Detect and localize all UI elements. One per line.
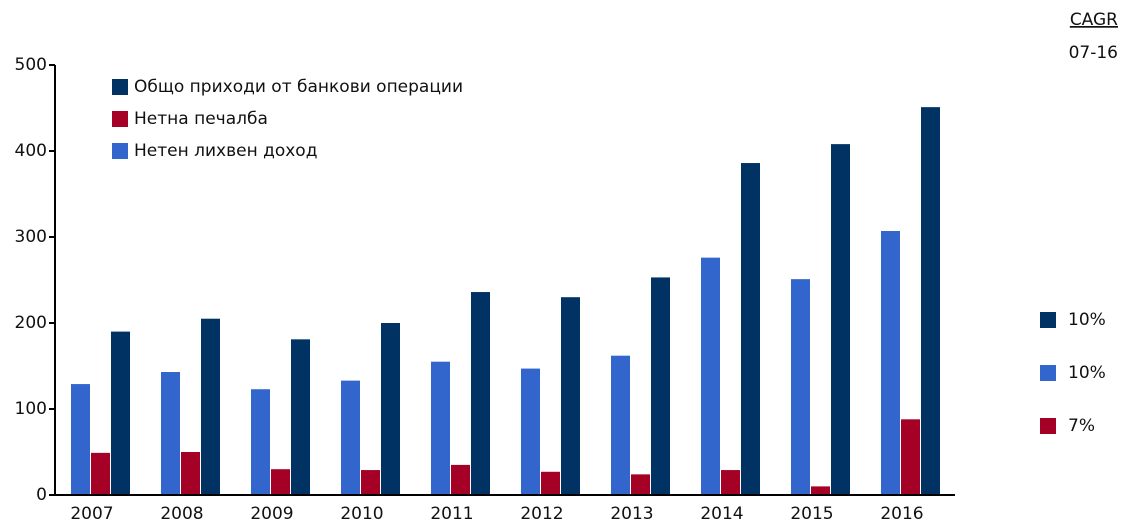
bar [881,230,900,496]
bar [341,380,360,495]
y-tick-label: 0 [36,485,47,505]
cagr-label: 10% [1068,310,1106,330]
bar [541,471,560,495]
bar [741,163,760,496]
bar [181,452,200,495]
x-tick-label: 2011 [430,504,473,522]
x-tick-label: 2014 [700,504,743,522]
y-tick-label: 500 [15,55,47,75]
y-tick-label: 200 [15,313,47,333]
cagr-swatch [1040,312,1056,328]
y-tick-label: 300 [15,227,47,247]
legend-swatch [112,143,128,159]
cagr-swatch [1040,365,1056,381]
cagr-swatch [1040,418,1056,434]
bar [611,355,630,495]
legend-label: Общо приходи от банкови операции [134,77,463,97]
bar [251,389,270,495]
legend-swatch [112,111,128,127]
x-tick-label: 2012 [520,504,563,522]
bar [721,470,740,495]
bar [521,368,540,495]
bar [111,331,130,495]
cagr-label: 10% [1068,363,1106,383]
x-tick-label: 2009 [250,504,293,522]
cagr-label: 7% [1068,416,1095,436]
x-tick-label: 2016 [880,504,923,522]
bar [811,486,830,495]
bar [201,318,220,495]
legend-swatch [112,79,128,95]
x-tick-label: 2015 [790,504,833,522]
x-tick-label: 2007 [70,504,113,522]
bar [451,464,470,495]
cagr-period: 07-16 [1069,43,1118,63]
y-tick-label: 400 [15,141,47,161]
x-tick-label: 2008 [160,504,203,522]
bar [561,297,580,495]
bar [471,292,490,495]
bar [381,323,400,495]
legend-label: Нетен лихвен доход [134,141,317,161]
bar [631,474,650,495]
x-tick-label: 2010 [340,504,383,522]
bar [271,469,290,495]
legend-label: Нетна печалба [134,109,268,129]
bar [71,384,90,495]
bar [791,279,810,495]
bar [91,452,110,495]
bar [921,107,940,495]
y-tick-label: 100 [15,399,47,419]
bar [901,419,920,495]
bar [831,144,850,495]
bar [291,339,310,495]
bar [361,470,380,495]
bar [431,361,450,495]
bar [701,257,720,495]
bar [161,372,180,495]
bar [651,277,670,495]
cagr-title: CAGR [1070,10,1118,30]
x-tick-label: 2013 [610,504,653,522]
